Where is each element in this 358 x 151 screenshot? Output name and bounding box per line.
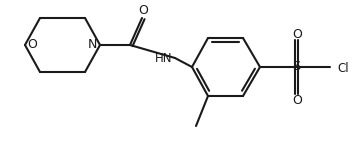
Text: O: O <box>138 5 148 18</box>
Text: N: N <box>87 39 97 51</box>
Text: HN: HN <box>155 53 172 66</box>
Text: S: S <box>292 61 300 74</box>
Text: O: O <box>292 27 302 40</box>
Text: O: O <box>292 93 302 106</box>
Text: Cl: Cl <box>337 61 349 74</box>
Text: O: O <box>27 39 37 51</box>
